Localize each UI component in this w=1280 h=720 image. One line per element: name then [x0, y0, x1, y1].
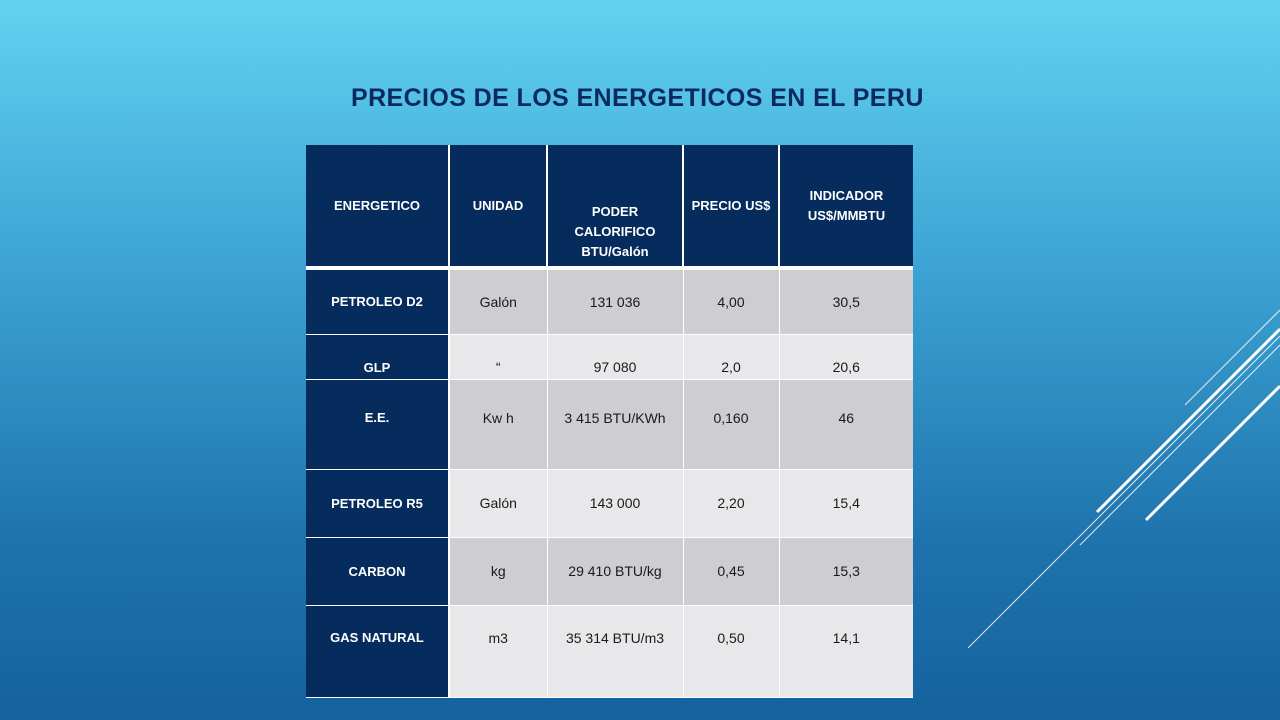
energy-prices-table: ENERGETICO UNIDAD PODER CALORIFICO BTU/G…	[306, 145, 913, 698]
cell-indicador: 46	[779, 379, 913, 470]
cell-precio: 0,50	[683, 605, 780, 698]
cell-poder-calorifico: 97 080	[547, 334, 684, 380]
cell-indicador: 15,4	[779, 469, 913, 538]
cell-precio: 2,20	[683, 469, 780, 538]
header-indicador: INDICADOR US$/MMBTU	[779, 145, 913, 270]
table-header-row: ENERGETICO UNIDAD PODER CALORIFICO BTU/G…	[306, 145, 913, 270]
row-label: E.E.	[306, 379, 450, 470]
cell-poder-calorifico: 29 410 BTU/kg	[547, 537, 684, 606]
cell-unidad: Galón	[449, 268, 548, 335]
cell-precio: 0,160	[683, 379, 780, 470]
cell-precio: 2,0	[683, 334, 780, 380]
slide-title: PRECIOS DE LOS ENERGETICOS EN EL PERU	[351, 84, 924, 112]
cell-poder-calorifico: 3 415 BTU/KWh	[547, 379, 684, 470]
cell-poder-calorifico: 35 314 BTU/m3	[547, 605, 684, 698]
header-precio: PRECIO US$	[683, 145, 780, 270]
cell-poder-calorifico: 131 036	[547, 268, 684, 335]
cell-unidad: kg	[449, 537, 548, 606]
cell-unidad: “	[449, 334, 548, 380]
cell-indicador: 20,6	[779, 334, 913, 380]
cell-indicador: 14,1	[779, 605, 913, 698]
header-poder-calorifico: PODER CALORIFICO BTU/Galón	[547, 145, 684, 270]
row-label: GLP	[306, 334, 450, 380]
cell-poder-calorifico: 143 000	[547, 469, 684, 538]
header-energetico: ENERGETICO	[306, 145, 450, 270]
table-row: GAS NATURAL m3 35 314 BTU/m3 0,50 14,1	[306, 605, 913, 698]
header-unidad: UNIDAD	[449, 145, 548, 270]
table-row: CARBON kg 29 410 BTU/kg 0,45 15,3	[306, 537, 913, 606]
cell-indicador: 30,5	[779, 268, 913, 335]
cell-unidad: Galón	[449, 469, 548, 538]
row-label: GAS NATURAL	[306, 605, 450, 698]
row-label: CARBON	[306, 537, 450, 606]
row-label: PETROLEO D2	[306, 268, 450, 335]
cell-indicador: 15,3	[779, 537, 913, 606]
row-label: PETROLEO R5	[306, 469, 450, 538]
cell-unidad: m3	[449, 605, 548, 698]
table-row: PETROLEO D2 Galón 131 036 4,00 30,5	[306, 268, 913, 335]
cell-unidad: Kw h	[449, 379, 548, 470]
cell-precio: 0,45	[683, 537, 780, 606]
cell-precio: 4,00	[683, 268, 780, 335]
table-row: E.E. Kw h 3 415 BTU/KWh 0,160 46	[306, 379, 913, 470]
table-row: GLP “ 97 080 2,0 20,6	[306, 334, 913, 380]
table-row: PETROLEO R5 Galón 143 000 2,20 15,4	[306, 469, 913, 538]
